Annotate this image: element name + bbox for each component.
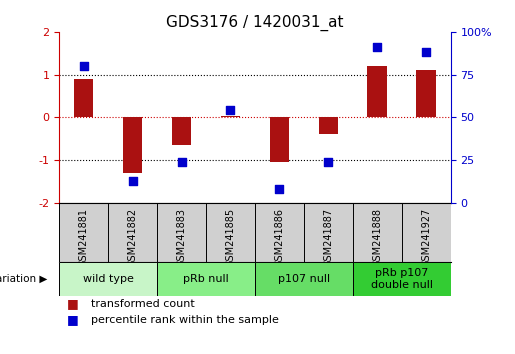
Bar bbox=[59, 262, 157, 296]
Text: ■: ■ bbox=[67, 313, 79, 326]
Text: GSM241927: GSM241927 bbox=[421, 207, 431, 267]
Text: genotype/variation ▶: genotype/variation ▶ bbox=[0, 274, 47, 284]
Text: ■: ■ bbox=[67, 297, 79, 310]
Text: GSM241881: GSM241881 bbox=[79, 207, 89, 267]
Point bbox=[275, 186, 283, 192]
Bar bbox=[220, 116, 240, 117]
Bar bbox=[123, 117, 142, 173]
Bar bbox=[157, 262, 255, 296]
Text: GSM241883: GSM241883 bbox=[177, 207, 186, 267]
Text: GSM241885: GSM241885 bbox=[226, 207, 235, 267]
Point bbox=[129, 178, 137, 183]
Point bbox=[422, 50, 430, 55]
Text: pRb null: pRb null bbox=[183, 274, 229, 284]
Title: GDS3176 / 1420031_at: GDS3176 / 1420031_at bbox=[166, 14, 344, 30]
Text: p107 null: p107 null bbox=[278, 274, 330, 284]
Bar bbox=[318, 117, 338, 135]
Text: GSM241887: GSM241887 bbox=[323, 207, 333, 267]
Point bbox=[177, 159, 185, 165]
Text: GSM241888: GSM241888 bbox=[372, 207, 382, 267]
Text: pRb p107
double null: pRb p107 double null bbox=[371, 268, 433, 290]
Text: GSM241886: GSM241886 bbox=[274, 207, 284, 267]
Bar bbox=[171, 117, 191, 145]
Bar bbox=[416, 70, 436, 117]
Text: transformed count: transformed count bbox=[91, 299, 194, 309]
Point bbox=[226, 108, 234, 113]
Point bbox=[373, 44, 381, 50]
Text: percentile rank within the sample: percentile rank within the sample bbox=[91, 315, 279, 325]
Bar bbox=[74, 79, 94, 117]
Text: wild type: wild type bbox=[83, 274, 133, 284]
Bar bbox=[269, 117, 289, 162]
Text: GSM241882: GSM241882 bbox=[128, 207, 138, 267]
Point bbox=[324, 159, 333, 165]
Point bbox=[79, 63, 88, 69]
Bar bbox=[353, 262, 451, 296]
Bar bbox=[255, 262, 353, 296]
Bar bbox=[367, 66, 387, 117]
